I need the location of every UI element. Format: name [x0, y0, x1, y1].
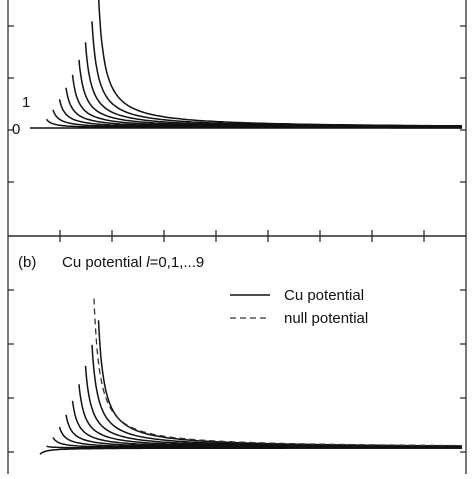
panel-a-curves	[45, 0, 463, 129]
legend-label-cu: Cu potential	[284, 287, 364, 304]
panel-b-title: Cu potential l=0,1,...9	[62, 254, 204, 271]
panel-b-curves	[39, 298, 463, 455]
panel-b-series-l5	[71, 400, 462, 449]
panel-a: 0 1	[7, 0, 467, 237]
panel-b-title-italic: l	[146, 254, 150, 271]
panel-b: (b) Cu potential l=0,1,...9 Cu potential…	[7, 235, 467, 474]
panel-b-series-l7	[84, 365, 462, 448]
curve-label-1: 1	[22, 94, 30, 111]
panel-b-ticks	[8, 236, 466, 453]
panel-a-series-l8	[91, 21, 462, 128]
panel-a-ticks	[8, 25, 466, 236]
curve-label-0: 0	[12, 121, 20, 138]
panel-a-series-l7	[84, 42, 463, 128]
panel-b-null-series-l9	[93, 298, 462, 447]
panel-b-title-suffix: =0,1,...9	[150, 254, 205, 271]
panel-b-series-l0	[39, 447, 462, 455]
legend: Cu potential null potential	[230, 287, 368, 327]
panel-b-series-l8	[91, 344, 463, 448]
panel-a-series-l4	[65, 87, 462, 129]
legend-label-null: null potential	[284, 310, 368, 327]
panel-a-series-l5	[71, 74, 462, 128]
panel-b-label: (b)	[18, 254, 36, 271]
panel-b-series-l9	[97, 320, 462, 447]
panel-b-title-prefix: Cu potential	[62, 254, 146, 271]
panel-a-series-l9	[98, 0, 462, 127]
panel-b-series-l6	[78, 384, 462, 448]
panel-a-series-l6	[78, 59, 462, 128]
